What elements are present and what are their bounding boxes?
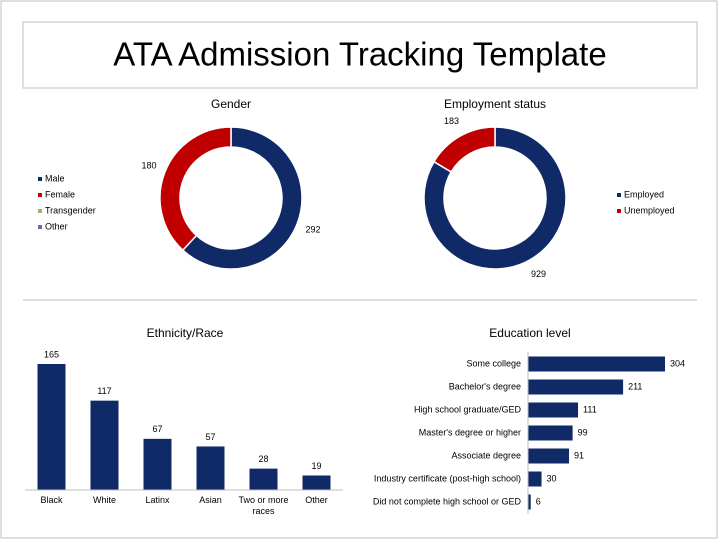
data-label: 304 (670, 358, 685, 368)
chart-title: Ethnicity/Race (147, 326, 224, 340)
y-tick-label: Did not complete high school or GED (373, 496, 522, 506)
chart-title: Employment status (444, 97, 546, 111)
x-label-box: White (92, 495, 116, 505)
legend-label: Male (45, 173, 65, 183)
x-label-box: Black (40, 495, 63, 505)
x-label-box: Two or more races (238, 495, 289, 516)
bar (90, 400, 119, 490)
x-tick-label: Two or more races (238, 495, 289, 516)
legend-label: Female (45, 189, 75, 199)
legend-label: Employed (624, 189, 664, 199)
bar (143, 438, 172, 490)
x-tick-label: Asian (199, 495, 222, 505)
x-tick-label: Latinx (145, 495, 170, 505)
data-label: 929 (531, 269, 546, 279)
chart-title: Gender (211, 97, 251, 111)
page-title: ATA Admission Tracking Template (113, 36, 606, 73)
bar (528, 379, 624, 395)
y-tick-label: Some college (466, 358, 521, 368)
legend-swatch (38, 177, 42, 181)
bar (528, 494, 531, 510)
legend-label: Unemployed (624, 205, 675, 215)
bar (528, 402, 579, 418)
data-label: 67 (152, 424, 162, 434)
x-tick-label: White (92, 495, 116, 505)
data-label: 211 (628, 381, 642, 391)
y-tick-label: Industry certificate (post-high school) (374, 473, 521, 483)
x-tick-label: Black (40, 495, 63, 505)
bar (302, 475, 331, 490)
donut-slice (159, 126, 232, 252)
data-label: 165 (44, 349, 59, 359)
bar (528, 448, 570, 464)
x-tick-label: Other (305, 495, 328, 505)
data-label: 99 (578, 427, 588, 437)
data-label: 28 (258, 454, 268, 464)
bar (37, 364, 66, 490)
donut-slice (432, 126, 496, 173)
legend-label: Other (45, 221, 68, 231)
data-label: 111 (583, 404, 597, 414)
title-box (22, 21, 698, 89)
legend-swatch (38, 209, 42, 213)
y-tick-label: Associate degree (451, 450, 521, 460)
legend-swatch (38, 225, 42, 229)
bar (528, 356, 665, 372)
y-tick-label: Bachelor's degree (449, 381, 521, 391)
x-label-box: Other (305, 495, 328, 505)
data-label: 183 (444, 116, 459, 126)
bar (528, 425, 573, 441)
chart-title: Education level (489, 326, 570, 340)
x-label-box: Asian (199, 495, 222, 505)
bar (528, 471, 542, 487)
legend-swatch (38, 193, 42, 197)
data-label: 19 (311, 461, 321, 471)
x-label-box: Latinx (145, 495, 170, 505)
bar (249, 468, 278, 490)
y-tick-label: Master's degree or higher (419, 427, 521, 437)
data-label: 57 (205, 432, 215, 442)
legend-swatch (617, 193, 621, 197)
data-label: 180 (142, 160, 157, 170)
data-label: 91 (574, 450, 584, 460)
y-tick-label: High school graduate/GED (414, 404, 522, 414)
data-label: 292 (305, 224, 320, 234)
data-label: 30 (547, 473, 557, 483)
legend-swatch (617, 209, 621, 213)
data-label: 6 (536, 496, 541, 506)
data-label: 117 (97, 386, 111, 396)
legend-label: Transgender (45, 205, 96, 215)
bar (196, 446, 225, 490)
donut-slice (181, 126, 303, 270)
donut-slice (423, 126, 567, 270)
